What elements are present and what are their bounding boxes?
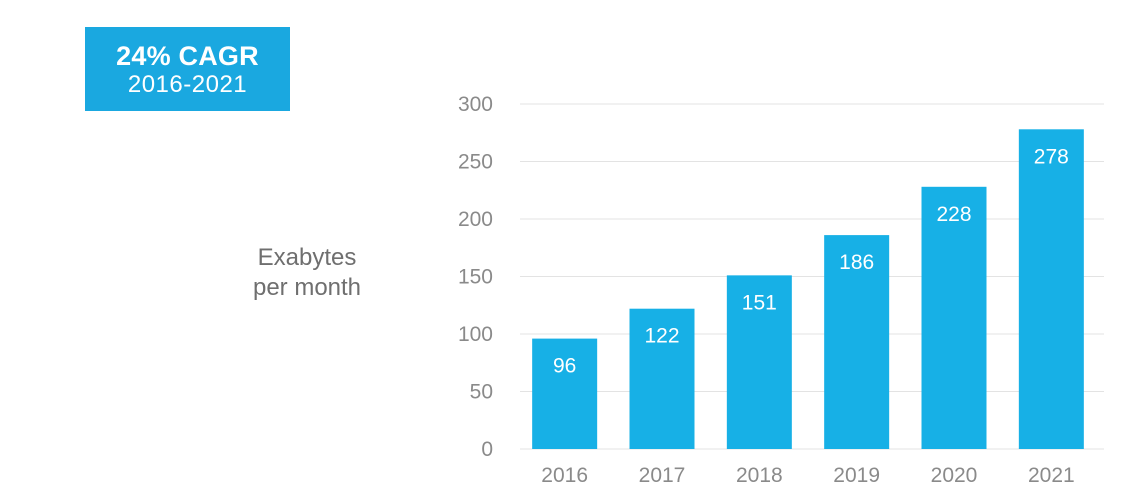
- y-tick-label: 100: [458, 323, 493, 346]
- x-tick-label: 2018: [736, 464, 783, 487]
- data-label: 228: [936, 203, 971, 226]
- data-label: 96: [553, 355, 576, 378]
- grid-lines: [520, 103, 1104, 450]
- y-tick-label: 200: [458, 208, 493, 231]
- x-tick-label: 2017: [639, 464, 686, 487]
- x-tick-label: 2019: [833, 464, 880, 487]
- cagr-badge: 24% CAGR 2016-2021: [85, 27, 290, 111]
- y-tick-label: 300: [458, 93, 493, 116]
- bar-2016: [532, 338, 598, 449]
- data-label: 151: [742, 291, 777, 314]
- cagr-title: 24% CAGR: [116, 41, 259, 71]
- y-tick-label: 250: [458, 151, 493, 174]
- bars: 96 122 151 186 228 278: [532, 129, 1084, 450]
- y-tick-label: 0: [481, 438, 493, 461]
- x-tick-label: 2016: [541, 464, 588, 487]
- y-axis-label-line-2: per month: [252, 274, 362, 301]
- bar-2020: [921, 186, 987, 450]
- y-tick-label: 150: [458, 266, 493, 289]
- data-label: 186: [839, 251, 874, 274]
- y-axis-label-line-1: Exabytes: [257, 244, 357, 271]
- bar-2021: [1018, 129, 1084, 450]
- bar-2018: [726, 275, 792, 449]
- y-axis-ticks: 0 50 100 150 200 250 300: [458, 93, 493, 461]
- x-tick-label: 2021: [1028, 464, 1075, 487]
- data-label: 278: [1034, 145, 1069, 168]
- data-label: 122: [644, 325, 679, 348]
- y-tick-label: 50: [470, 381, 493, 404]
- bar-2017: [629, 308, 695, 449]
- y-axis-label: Exabytes per month: [222, 243, 392, 303]
- bar-2019: [824, 235, 890, 449]
- x-tick-label: 2020: [931, 464, 978, 487]
- x-axis-ticks: 2016 2017 2018 2019 2020 2021: [541, 464, 1074, 487]
- cagr-range: 2016-2021: [127, 71, 248, 98]
